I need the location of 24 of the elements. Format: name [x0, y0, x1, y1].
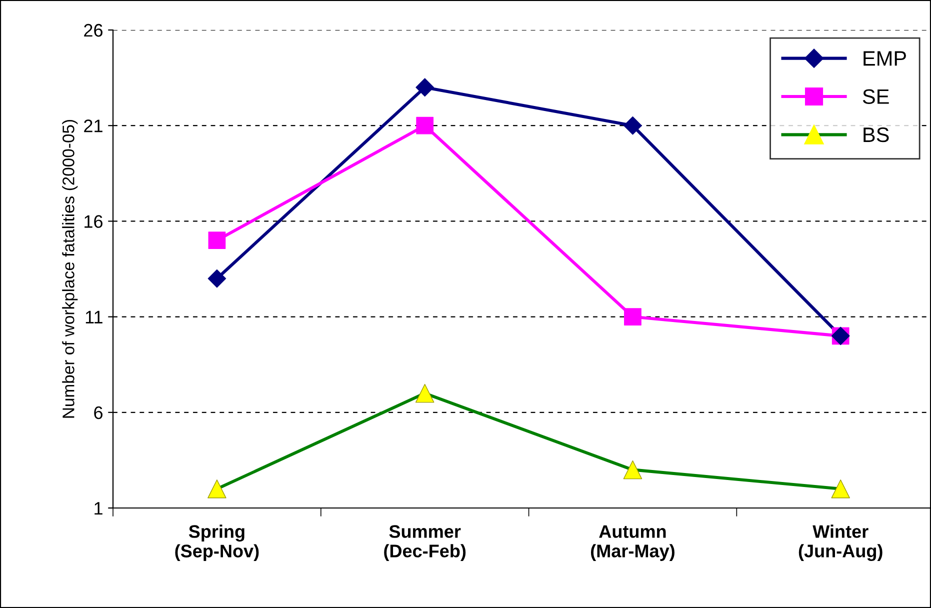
point	[208, 269, 226, 288]
legend-label: EMP	[864, 51, 906, 66]
point	[208, 232, 226, 250]
point	[831, 480, 850, 498]
point	[415, 384, 434, 403]
y-tick-label: 26	[84, 24, 102, 37]
legend-label: BS	[864, 127, 889, 142]
legend-label: SE	[862, 89, 889, 104]
y-axis-title: Number of workplace fatalities (2000-05)	[62, 120, 78, 418]
y-tick-label: 6	[94, 406, 102, 420]
x-tick-label: Spring (Sep-Nov)	[175, 524, 259, 562]
x-tick-label: Summer (Dec-Feb)	[384, 525, 466, 561]
point	[624, 116, 642, 135]
y-tick-label: 21	[84, 120, 102, 132]
point	[623, 460, 642, 480]
y-tick-label: 11	[86, 310, 102, 324]
point	[208, 480, 226, 498]
y-tick-label: 1	[94, 502, 102, 515]
x-tick-label: Winter (Jun-Aug)	[798, 524, 882, 562]
point	[416, 116, 434, 134]
point	[416, 78, 434, 97]
x-tick-label: Autumn (Mar-May)	[590, 525, 674, 561]
y-tick-label: 16	[84, 215, 102, 228]
point	[624, 308, 642, 326]
